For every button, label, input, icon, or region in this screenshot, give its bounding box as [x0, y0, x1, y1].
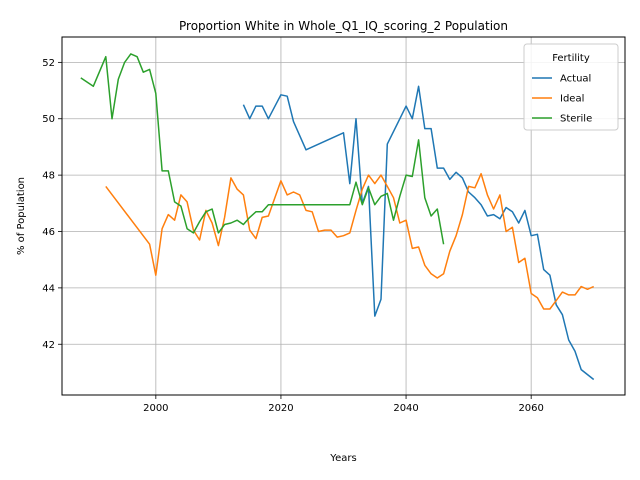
y-axis-ticks: 42 44 46 48 50 52 [42, 58, 62, 351]
legend-box [523, 43, 619, 131]
x-tick-label: 2060 [518, 403, 543, 414]
series-lines [80, 53, 595, 381]
y-axis-label: % of Population [16, 177, 27, 255]
x-axis-label: Years [329, 453, 356, 464]
legend-title: Fertility [552, 53, 590, 64]
legend-label-actual: Actual [560, 74, 591, 85]
legend-label-ideal: Ideal [560, 94, 584, 105]
y-tick-label: 46 [42, 227, 55, 238]
chart-title: Proportion White in Whole_Q1_IQ_scoring_… [179, 19, 508, 33]
x-tick-label: 2020 [268, 403, 293, 414]
y-tick-label: 48 [42, 171, 55, 182]
x-tick-label: 2040 [393, 403, 418, 414]
y-tick-label: 52 [42, 58, 55, 69]
y-tick-label: 50 [42, 114, 55, 125]
x-tick-label: 2000 [143, 403, 168, 414]
series-line-sterile [80, 53, 445, 245]
x-axis-ticks: 2000 2020 2040 2060 [143, 395, 544, 414]
y-tick-label: 44 [42, 283, 55, 294]
plot-frame [61, 36, 626, 396]
legend: Fertility Actual Ideal Sterile [523, 43, 619, 131]
series-line-actual [242, 85, 595, 381]
series-line-ideal [105, 172, 595, 310]
legend-label-sterile: Sterile [560, 114, 592, 125]
y-tick-label: 42 [42, 340, 55, 351]
